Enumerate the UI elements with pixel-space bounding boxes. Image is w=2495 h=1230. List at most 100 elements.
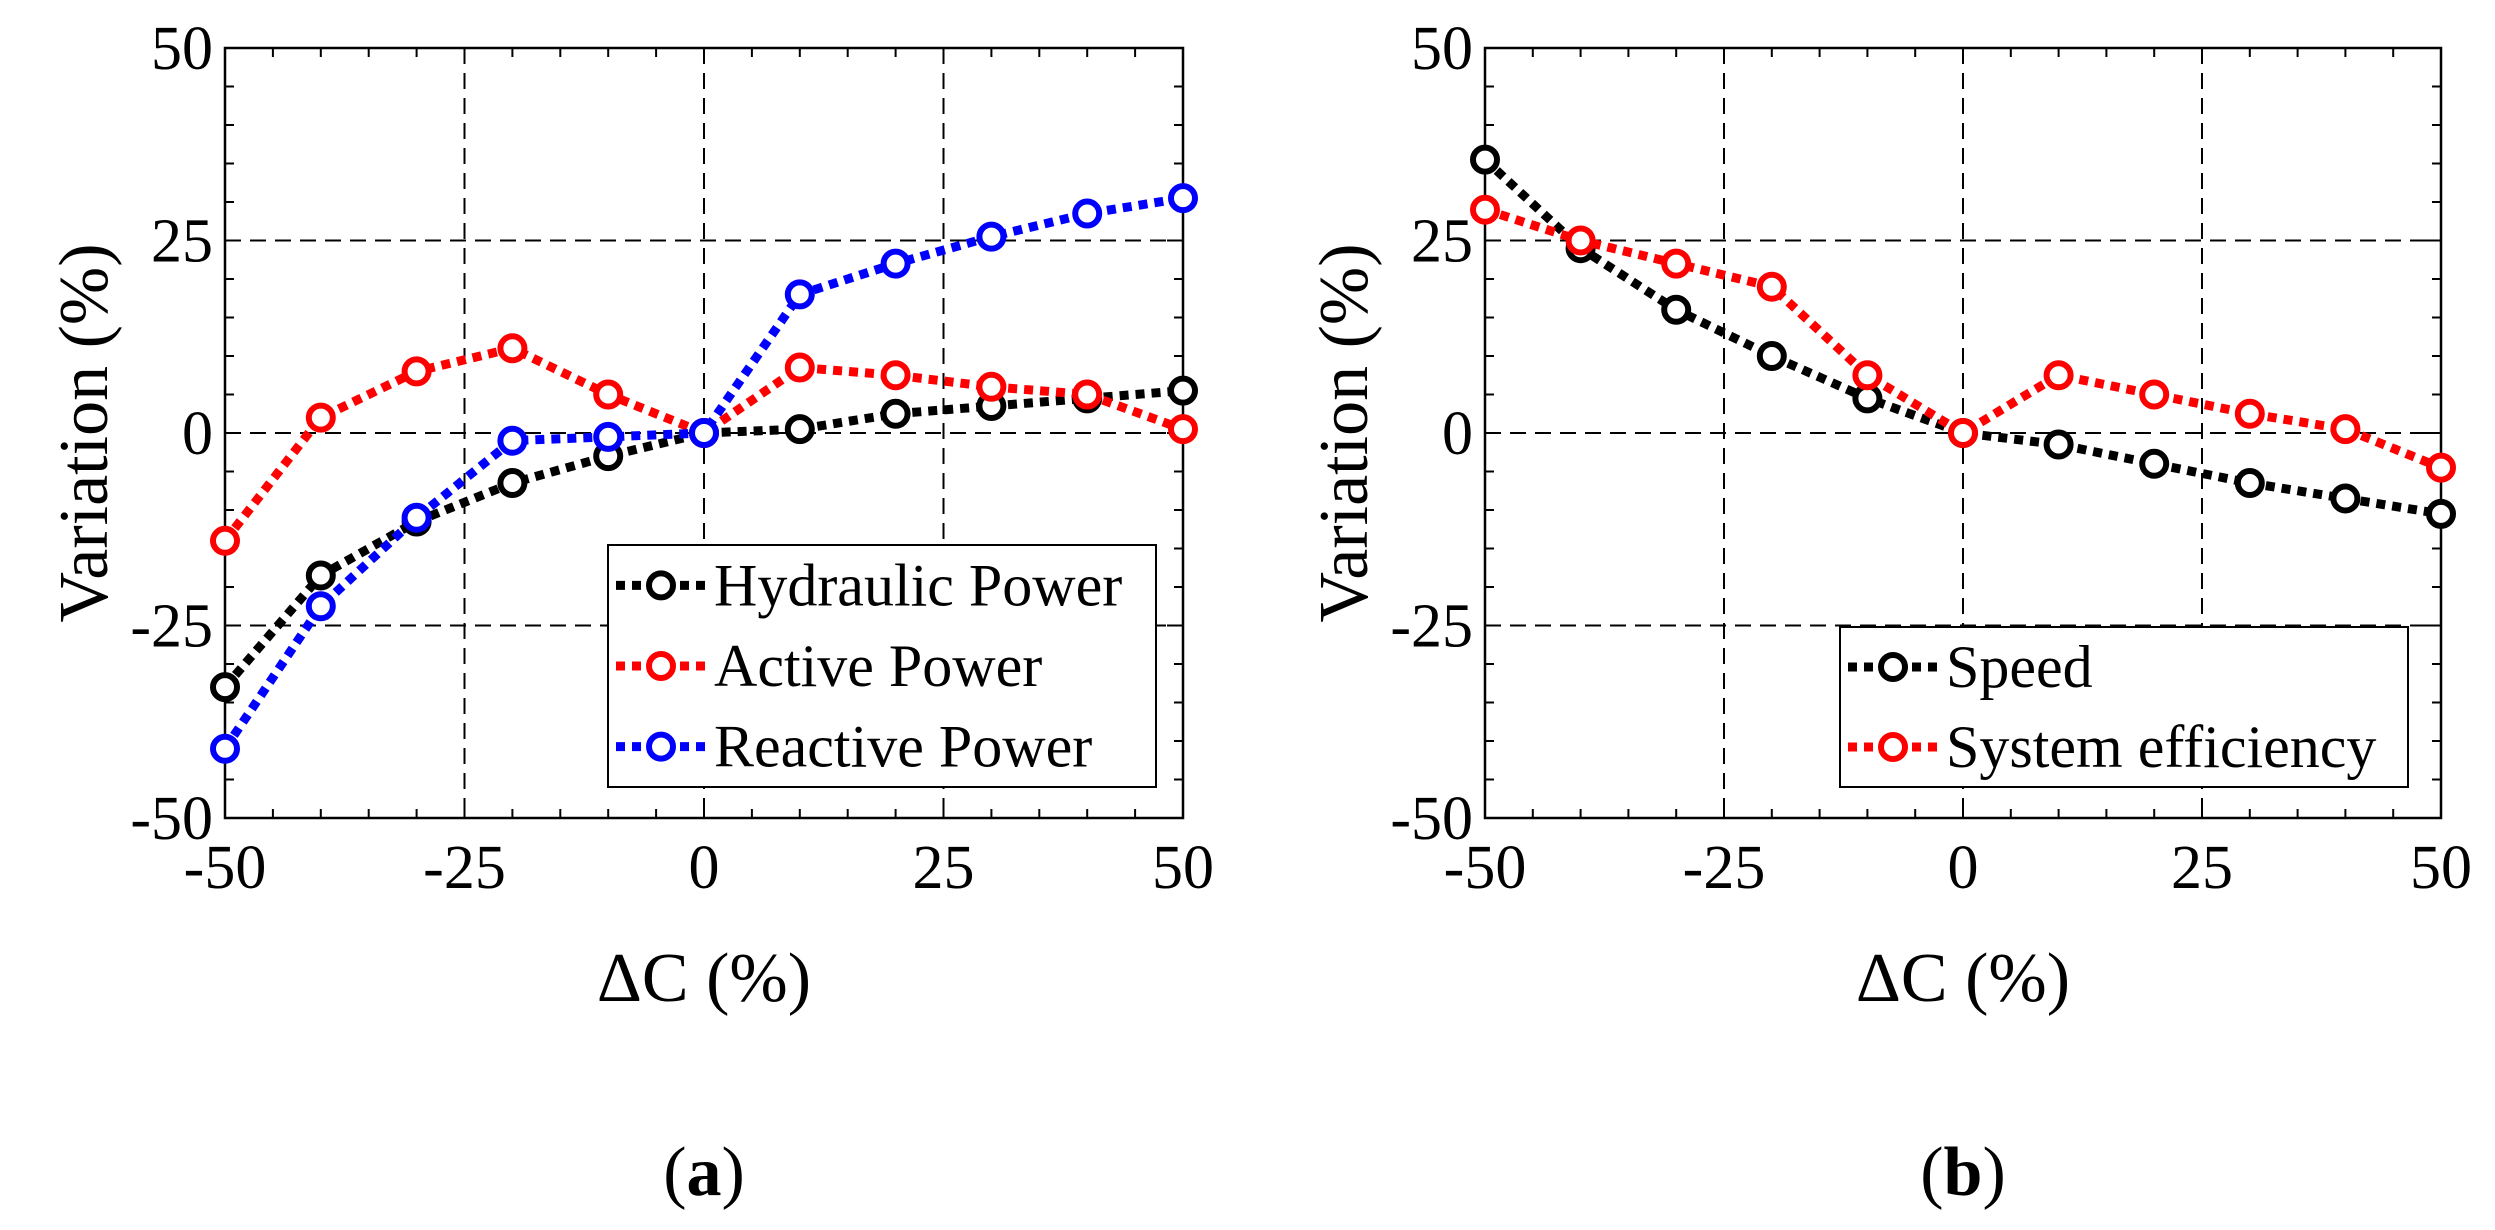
data-point [2426,452,2456,483]
data-point [689,418,719,448]
data-point [2426,498,2456,529]
data-point [1756,271,1787,302]
data-point [210,672,240,703]
y-tick-label: -25 [1390,593,1473,661]
caption-close: ) [722,1134,745,1211]
caption-letter: b [1944,1134,1983,1211]
data-point [1470,194,1500,225]
y-tick-label: -50 [1390,785,1473,853]
data-point [1168,183,1198,214]
data-point [2234,398,2265,429]
data-point [2330,414,2361,445]
legend-marker [1878,732,1908,762]
chart-panel-b: -50 -25 0 25 50 -50 -25 0 25 50 ΔC (%) Variation (%… [1306,15,2472,1211]
data-point [976,221,1007,252]
data-point [976,371,1007,402]
series-system-efficiency [1470,194,2456,483]
x-tick-label: 0 [689,834,720,902]
axes-frame [1483,46,2443,820]
caption-letter: a [687,1134,722,1211]
caption-open: ( [1920,1134,1943,1211]
data-point [401,502,432,533]
y-axis-title: Variation (%) [46,243,123,622]
data-point [1948,418,1978,448]
data-point [880,248,911,279]
data-point [2043,360,2074,391]
caption-open: ( [663,1134,686,1211]
series-reactive-power [210,183,1198,764]
x-tick-label: -50 [184,834,267,902]
y-tick-label: 50 [1411,15,1473,83]
legend: Hydraulic Power Active Power Reactive Powe… [607,544,1157,788]
x-tick-label: -25 [423,834,506,902]
data-point [1661,294,1692,325]
data-point [2234,468,2265,499]
data-point [1661,248,1692,279]
legend-marker [1878,652,1908,682]
panel-caption: (a) [663,1134,745,1211]
data-point [784,352,815,383]
data-point [880,360,911,391]
legend-box [1839,626,2409,788]
data-point [2330,483,2361,514]
data-point [593,421,624,452]
series-active-power [210,333,1198,556]
data-point [1072,198,1103,229]
legend-label: Speed [1946,634,2093,700]
caption-close: ) [1982,1134,2005,1211]
data-point [1756,341,1787,371]
data-point [2139,448,2170,479]
y-tick-label: 0 [182,400,213,468]
data-point [1168,375,1198,406]
data-point [497,425,528,456]
data-point [497,333,528,364]
data-point [1072,379,1103,410]
x-axis-title: ΔC (%) [597,940,811,1017]
data-point [1852,360,1883,391]
data-point [305,402,336,433]
y-tick-label: 25 [1411,208,1473,276]
legend-marker [646,731,676,762]
data-point [2043,429,2074,460]
y-tick-label: -50 [130,785,213,853]
data-point [1565,225,1596,256]
data-point [1168,414,1198,445]
legend: Speed System efficiency [1839,626,2409,788]
legend-label: System efficiency [1946,714,2376,780]
y-tick-label: 50 [151,15,213,83]
data-point [1470,144,1500,175]
x-tick-label: -50 [1444,834,1527,902]
y-tick-label: 0 [1442,400,1473,468]
data-point [210,733,240,764]
data-point [305,560,336,591]
data-point [784,279,815,310]
series-line [1483,205,2443,472]
data-point [305,591,336,622]
x-tick-label: 50 [2410,834,2472,902]
x-tick-label: 25 [913,834,975,902]
x-axis-title: ΔC (%) [1856,940,2070,1017]
chart-panel-a: -50 -25 0 25 50 -50 -25 0 25 50 ΔC (%) Variation (%… [46,15,1214,1211]
series-line [1481,156,2442,519]
y-tick-label: -25 [130,593,213,661]
legend-label: Reactive Power [714,714,1092,780]
data-point [210,525,240,556]
legend-marker [646,570,676,601]
series-line [221,343,1185,544]
legend-label: Active Power [714,633,1042,699]
y-tick-label: 25 [151,208,213,276]
panel-caption: (b) [1920,1134,2006,1211]
x-tick-label: 50 [1152,834,1214,902]
data-point [784,414,815,445]
data-point [593,379,624,410]
data-point [880,398,911,429]
x-tick-label: 25 [2171,834,2233,902]
data-point [2139,379,2170,410]
y-axis-title: Variation (%) [1306,243,1383,622]
data-point [497,468,528,499]
legend-label: Hydraulic Power [714,552,1122,618]
legend-marker [646,651,676,681]
data-point [401,356,432,387]
x-tick-label: -25 [1683,834,1766,902]
